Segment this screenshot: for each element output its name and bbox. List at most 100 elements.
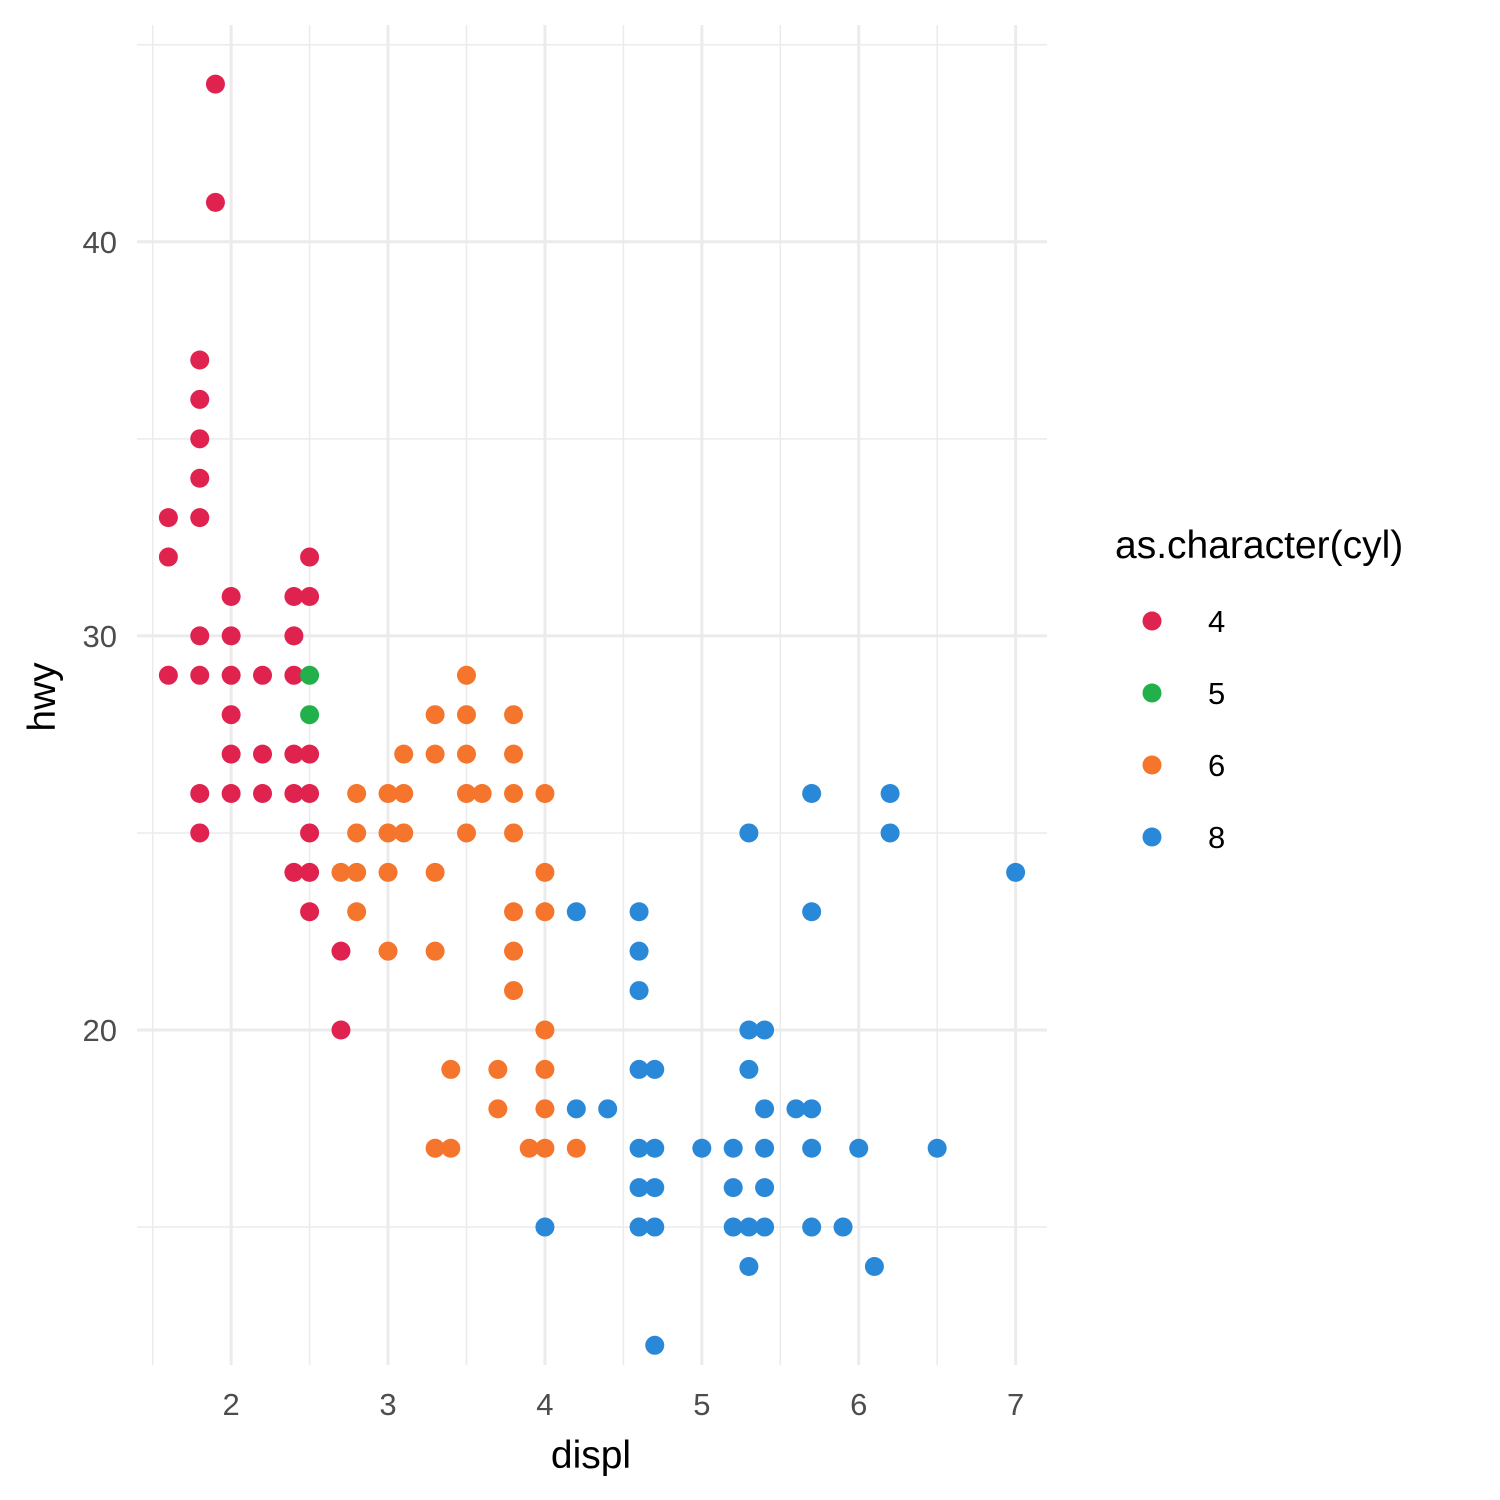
data-point-cyl-8 bbox=[723, 1178, 743, 1198]
data-point-cyl-4 bbox=[284, 744, 304, 764]
data-point-cyl-4 bbox=[190, 429, 210, 449]
data-point-cyl-4 bbox=[190, 350, 210, 370]
data-point-cyl-6 bbox=[441, 1059, 461, 1079]
data-point-cyl-8 bbox=[645, 1138, 665, 1158]
data-point-cyl-6 bbox=[456, 665, 476, 685]
data-point-cyl-4 bbox=[190, 626, 210, 646]
data-point-cyl-6 bbox=[504, 823, 524, 843]
data-point-cyl-4 bbox=[284, 665, 304, 685]
data-point-cyl-6 bbox=[519, 1138, 539, 1158]
data-point-cyl-4 bbox=[158, 508, 178, 528]
data-point-cyl-4 bbox=[205, 74, 225, 94]
data-point-cyl-4 bbox=[284, 626, 304, 646]
data-point-cyl-6 bbox=[535, 784, 555, 804]
data-point-cyl-5 bbox=[300, 705, 320, 725]
data-point-cyl-6 bbox=[456, 784, 476, 804]
data-point-cyl-6 bbox=[535, 902, 555, 922]
data-point-cyl-4 bbox=[158, 665, 178, 685]
data-point-cyl-8 bbox=[880, 784, 900, 804]
data-point-cyl-8 bbox=[629, 981, 649, 1001]
legend-key-8 bbox=[1142, 827, 1162, 847]
grid bbox=[137, 25, 1047, 1365]
data-point-cyl-6 bbox=[347, 823, 367, 843]
legend: as.character(cyl) 4 5 6 8 bbox=[1115, 524, 1403, 855]
data-point-cyl-4 bbox=[300, 744, 320, 764]
data-point-cyl-8 bbox=[864, 1256, 884, 1276]
data-point-cyl-4 bbox=[221, 784, 241, 804]
data-point-cyl-8 bbox=[692, 1138, 712, 1158]
data-point-cyl-4 bbox=[190, 468, 210, 488]
data-point-cyl-6 bbox=[504, 941, 524, 961]
data-point-cyl-8 bbox=[739, 1217, 759, 1237]
data-point-cyl-4 bbox=[284, 784, 304, 804]
x-tick-labels: 2 3 4 5 6 7 bbox=[223, 1387, 1025, 1422]
legend-title: as.character(cyl) bbox=[1115, 524, 1403, 567]
data-point-cyl-6 bbox=[504, 902, 524, 922]
data-point-cyl-6 bbox=[347, 784, 367, 804]
data-point-cyl-8 bbox=[629, 941, 649, 961]
data-point-cyl-6 bbox=[378, 784, 398, 804]
data-point-cyl-4 bbox=[221, 626, 241, 646]
data-point-cyl-8 bbox=[645, 1178, 665, 1198]
data-point-cyl-6 bbox=[378, 862, 398, 882]
data-point-cyl-4 bbox=[331, 1020, 351, 1040]
legend-label-6: 6 bbox=[1208, 748, 1225, 783]
data-point-cyl-8 bbox=[755, 1178, 775, 1198]
data-point-cyl-4 bbox=[253, 665, 273, 685]
data-point-cyl-8 bbox=[802, 902, 822, 922]
data-point-cyl-8 bbox=[880, 823, 900, 843]
data-point-cyl-4 bbox=[221, 586, 241, 606]
x-axis-title: displ bbox=[551, 1434, 631, 1477]
data-point-cyl-4 bbox=[221, 705, 241, 725]
data-point-cyl-4 bbox=[205, 192, 225, 212]
data-point-cyl-8 bbox=[629, 1178, 649, 1198]
x-tick-label: 3 bbox=[379, 1387, 396, 1422]
data-point-cyl-8 bbox=[802, 784, 822, 804]
data-point-cyl-4 bbox=[221, 744, 241, 764]
data-point-cyl-4 bbox=[284, 586, 304, 606]
data-point-cyl-8 bbox=[755, 1099, 775, 1119]
data-point-cyl-6 bbox=[425, 744, 445, 764]
data-point-cyl-4 bbox=[300, 547, 320, 567]
data-point-cyl-8 bbox=[723, 1217, 743, 1237]
data-point-cyl-4 bbox=[300, 586, 320, 606]
data-point-cyl-8 bbox=[927, 1138, 947, 1158]
data-point-cyl-4 bbox=[221, 665, 241, 685]
data-point-cyl-8 bbox=[535, 1217, 555, 1237]
data-point-cyl-8 bbox=[739, 1020, 759, 1040]
data-point-cyl-6 bbox=[425, 941, 445, 961]
y-axis-title: hwy bbox=[21, 662, 64, 732]
legend-label-8: 8 bbox=[1208, 820, 1225, 855]
data-point-cyl-6 bbox=[394, 784, 414, 804]
data-point-cyl-8 bbox=[833, 1217, 853, 1237]
data-point-cyl-5 bbox=[300, 665, 320, 685]
data-point-cyl-8 bbox=[739, 1256, 759, 1276]
data-point-cyl-6 bbox=[504, 981, 524, 1001]
x-tick-label: 7 bbox=[1007, 1387, 1024, 1422]
data-point-cyl-6 bbox=[425, 1138, 445, 1158]
data-point-cyl-8 bbox=[802, 1138, 822, 1158]
data-point-cyl-8 bbox=[629, 1138, 649, 1158]
data-point-cyl-8 bbox=[739, 1059, 759, 1079]
x-tick-label: 6 bbox=[850, 1387, 867, 1422]
data-point-cyl-8 bbox=[739, 823, 759, 843]
y-tick-labels: 20 30 40 bbox=[83, 225, 117, 1048]
data-point-cyl-6 bbox=[378, 823, 398, 843]
legend-key-6 bbox=[1142, 755, 1162, 775]
data-point-cyl-8 bbox=[598, 1099, 618, 1119]
data-point-cyl-4 bbox=[300, 784, 320, 804]
data-point-cyl-6 bbox=[425, 705, 445, 725]
data-point-cyl-8 bbox=[1006, 862, 1026, 882]
data-point-cyl-8 bbox=[755, 1138, 775, 1158]
data-point-cyl-8 bbox=[629, 1217, 649, 1237]
data-point-cyl-4 bbox=[300, 902, 320, 922]
data-point-cyl-4 bbox=[300, 862, 320, 882]
data-point-cyl-4 bbox=[190, 389, 210, 409]
data-point-cyl-4 bbox=[190, 508, 210, 528]
data-point-cyl-8 bbox=[566, 1099, 586, 1119]
data-point-cyl-4 bbox=[253, 744, 273, 764]
data-point-cyl-6 bbox=[535, 862, 555, 882]
data-point-cyl-6 bbox=[566, 1138, 586, 1158]
data-point-cyl-4 bbox=[190, 784, 210, 804]
